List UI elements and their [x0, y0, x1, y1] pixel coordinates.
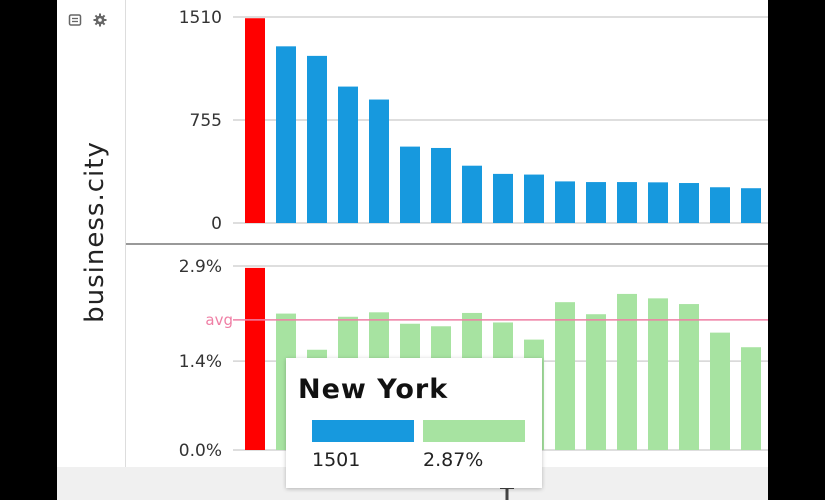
bar	[307, 55, 327, 223]
bar	[400, 146, 420, 223]
bar	[586, 182, 606, 223]
tooltip-count-value: 1501	[312, 449, 361, 471]
tooltip-percent-swatch	[423, 420, 525, 442]
bar	[493, 173, 513, 223]
tooltip-title: New York	[298, 374, 449, 405]
bar	[648, 182, 668, 223]
bar	[741, 188, 761, 223]
avg-label: avg	[205, 311, 233, 329]
bar	[617, 293, 637, 450]
y-tick-label: 1.4%	[179, 352, 222, 372]
bar	[338, 86, 358, 223]
y-tick-label: 1510	[179, 8, 222, 28]
tooltip-count-swatch	[312, 420, 414, 442]
bar-highlighted	[245, 267, 265, 450]
y-tick-label: 2.9%	[179, 257, 222, 277]
bar	[679, 304, 699, 450]
bar	[586, 314, 606, 450]
bar	[555, 302, 575, 450]
y-tick-label: 0	[211, 214, 222, 234]
bar-highlighted	[245, 18, 265, 223]
list-icon[interactable]	[68, 13, 82, 27]
bar	[741, 347, 761, 450]
bar	[524, 174, 544, 223]
bar	[679, 183, 699, 223]
y-tick-label: 0.0%	[179, 441, 222, 461]
gear-icon[interactable]	[93, 13, 107, 27]
bar	[431, 147, 451, 223]
bar	[462, 165, 482, 223]
tooltip-percent-value: 2.87%	[423, 449, 484, 471]
bar	[555, 181, 575, 223]
bar	[617, 182, 637, 223]
bar	[369, 99, 389, 223]
axis-label-column	[57, 0, 126, 467]
bar	[710, 332, 730, 450]
bar	[648, 298, 668, 450]
bar	[710, 187, 730, 223]
tooltip: New York 1501 2.87%	[286, 358, 542, 488]
bar	[276, 46, 296, 223]
y-tick-label: 755	[190, 111, 222, 131]
